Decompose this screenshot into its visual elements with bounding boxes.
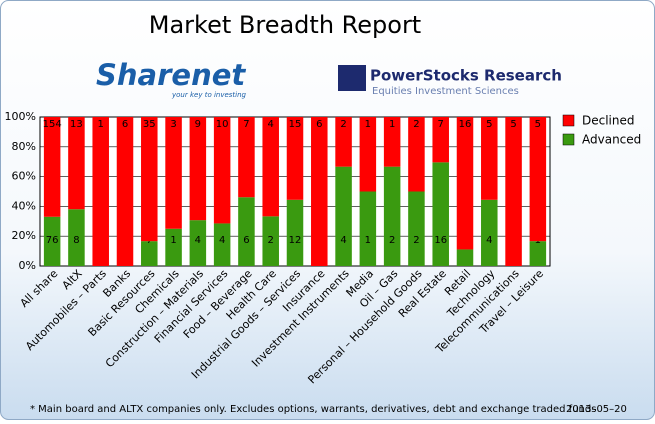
logo: PowerStocks Research xyxy=(370,67,562,85)
value-label: 10 xyxy=(216,119,229,130)
y-tick-label: 0% xyxy=(19,259,36,272)
value-label: 2 xyxy=(413,119,419,130)
legend-label: Declined xyxy=(582,114,635,128)
y-tick-label: 40% xyxy=(12,199,36,212)
bar-segment xyxy=(335,117,352,167)
value-label: 4 xyxy=(268,119,274,130)
legend-label: Advanced xyxy=(582,133,641,147)
value-label: 15 xyxy=(289,119,302,130)
value-label: 2 xyxy=(340,119,346,130)
value-label: 13 xyxy=(70,119,83,130)
footnote: * Main board and ALTX companies only. Ex… xyxy=(30,404,596,415)
value-label: 4 xyxy=(219,235,225,246)
bar-segment xyxy=(189,220,207,266)
value-label: 16 xyxy=(434,235,447,246)
value-label: 1 xyxy=(98,119,104,130)
bar-segment xyxy=(456,249,474,266)
bar-segment xyxy=(68,117,85,210)
bar-segment xyxy=(408,191,425,266)
bar-segment xyxy=(116,117,134,266)
value-label: 5 xyxy=(486,119,492,130)
bar-segment xyxy=(432,117,449,163)
value-label: 2 xyxy=(268,235,274,246)
y-tick-label: 100% xyxy=(5,110,36,123)
value-label: 7 xyxy=(438,119,444,130)
bar-segment xyxy=(383,166,401,266)
bar-segment xyxy=(481,117,498,200)
value-label: 8 xyxy=(73,235,79,246)
value-label: 7 xyxy=(243,119,249,130)
bar-segment xyxy=(456,117,474,250)
bar-segment xyxy=(529,241,547,266)
legend-swatch xyxy=(562,133,575,146)
logo-tagline: your key to investing xyxy=(171,91,247,99)
value-label: 1 xyxy=(389,119,395,130)
bar-segment xyxy=(529,117,547,242)
bar-segment xyxy=(335,166,352,266)
value-label: 2 xyxy=(389,235,395,246)
value-label: 9 xyxy=(195,119,201,130)
y-tick-label: 20% xyxy=(12,229,36,242)
value-label: 1 xyxy=(365,119,371,130)
value-label: 154 xyxy=(43,119,62,130)
value-label: 35 xyxy=(143,119,156,130)
y-tick-label: 80% xyxy=(12,140,36,153)
bar-segment xyxy=(238,117,255,198)
bar-segment xyxy=(432,162,449,266)
bar-segment xyxy=(505,117,522,266)
bar-segment xyxy=(213,223,231,266)
value-label: 4 xyxy=(486,235,492,246)
value-label: 4 xyxy=(195,235,201,246)
bar-segment xyxy=(359,191,377,266)
bar-segment xyxy=(141,117,158,242)
logo: Sharenet xyxy=(96,58,246,92)
bar-segment xyxy=(68,209,85,266)
value-label: 16 xyxy=(459,119,472,130)
value-label: 5 xyxy=(535,119,541,130)
chart-title: Market Breadth Report xyxy=(149,11,421,39)
legend-swatch xyxy=(562,114,575,127)
value-label: 5 xyxy=(510,119,516,130)
bar-segment xyxy=(141,241,158,266)
bar-segment xyxy=(43,117,61,217)
bar-segment xyxy=(213,117,231,224)
bar-segment xyxy=(408,117,425,192)
bar-segment xyxy=(92,117,109,266)
value-label: 1 xyxy=(170,235,176,246)
value-label: 4 xyxy=(340,235,346,246)
value-label: 6 xyxy=(316,119,322,130)
bar-segment xyxy=(383,117,401,167)
bar-segment xyxy=(286,117,304,200)
bar-segment xyxy=(359,117,377,192)
value-label: 6 xyxy=(243,235,249,246)
logo-tagline: Equities Investment Sciences xyxy=(372,86,519,97)
value-label: 12 xyxy=(289,235,302,246)
bar-segment xyxy=(286,199,304,266)
bar-segment xyxy=(311,117,328,266)
value-label: 2 xyxy=(413,235,419,246)
value-label: 6 xyxy=(122,119,128,130)
value-label: 1 xyxy=(365,235,371,246)
value-label: 3 xyxy=(170,119,176,130)
bar-segment xyxy=(262,216,279,266)
bar-segment xyxy=(262,117,279,217)
date: 2013–05–20 xyxy=(566,404,627,415)
bar-segment xyxy=(189,117,207,221)
y-tick-label: 60% xyxy=(12,170,36,183)
value-label: 76 xyxy=(46,235,59,246)
bar-segment xyxy=(165,117,182,229)
bar-segment xyxy=(481,199,498,266)
bar-segment xyxy=(165,228,182,266)
bar-segment xyxy=(43,216,61,266)
bar-segment xyxy=(238,197,255,266)
logo-icon xyxy=(338,65,366,91)
